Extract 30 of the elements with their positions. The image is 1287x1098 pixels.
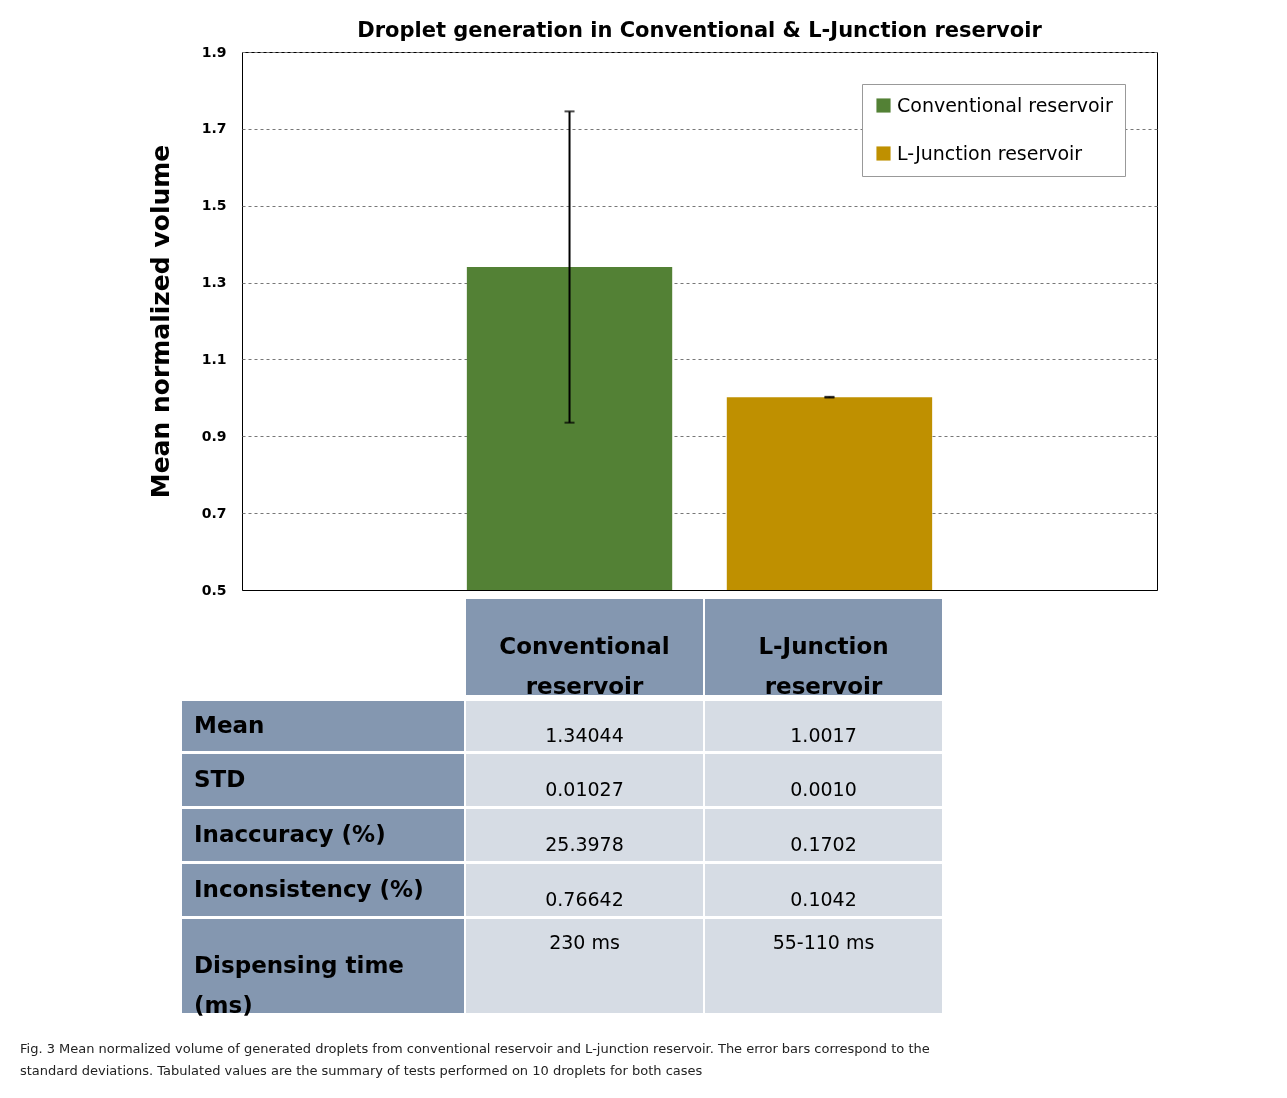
chart-title: Droplet generation in Conventional & L-Junction reservoir <box>357 18 1043 42</box>
text: 0.1702 <box>790 833 857 855</box>
y-tick-label: 1.1 <box>201 350 227 367</box>
text: 55-110 ms <box>772 931 875 953</box>
caption: Fig. 3 Mean normalized volume of generated droplets from conventional reservoir and L-junction reservoir. The error bars correspond to the standard deviations. Tabulated values are the summary of tests performed on 10 droplets for both cases <box>20 1041 930 1078</box>
text: Inconsistency (%) <box>194 876 424 902</box>
y-tick-label: 1.3 <box>201 274 227 291</box>
text: STD <box>194 766 246 792</box>
text: 0.0010 <box>790 778 857 800</box>
text: 0.1042 <box>790 888 857 910</box>
y-tick-label: 1.7 <box>201 120 227 137</box>
text: 1.0017 <box>790 724 857 746</box>
text: 0.76642 <box>545 888 624 910</box>
text: 25.3978 <box>545 833 624 855</box>
text: Inaccuracy (%) <box>194 821 386 847</box>
text: 230 ms <box>549 931 620 953</box>
legend-label: Conventional reservoir <box>897 93 1113 116</box>
text: L-Junction reservoir <box>758 633 889 699</box>
y-tick-label: 0.9 <box>201 427 227 444</box>
text: 1.34044 <box>545 724 624 746</box>
text: 0.01027 <box>545 778 624 800</box>
legend-label: L-Junction reservoir <box>897 141 1083 164</box>
y-tick-label: 0.7 <box>201 504 227 521</box>
y-tick-label: 0.5 <box>201 581 227 598</box>
y-tick-label: 1.9 <box>201 43 227 60</box>
y-axis-title: Mean normalized volume <box>145 144 175 499</box>
text: Mean <box>194 712 265 738</box>
text: Conventional reservoir <box>499 633 670 699</box>
y-tick-label: 1.5 <box>201 197 227 214</box>
text: Dispensing time (ms) <box>194 952 404 1018</box>
